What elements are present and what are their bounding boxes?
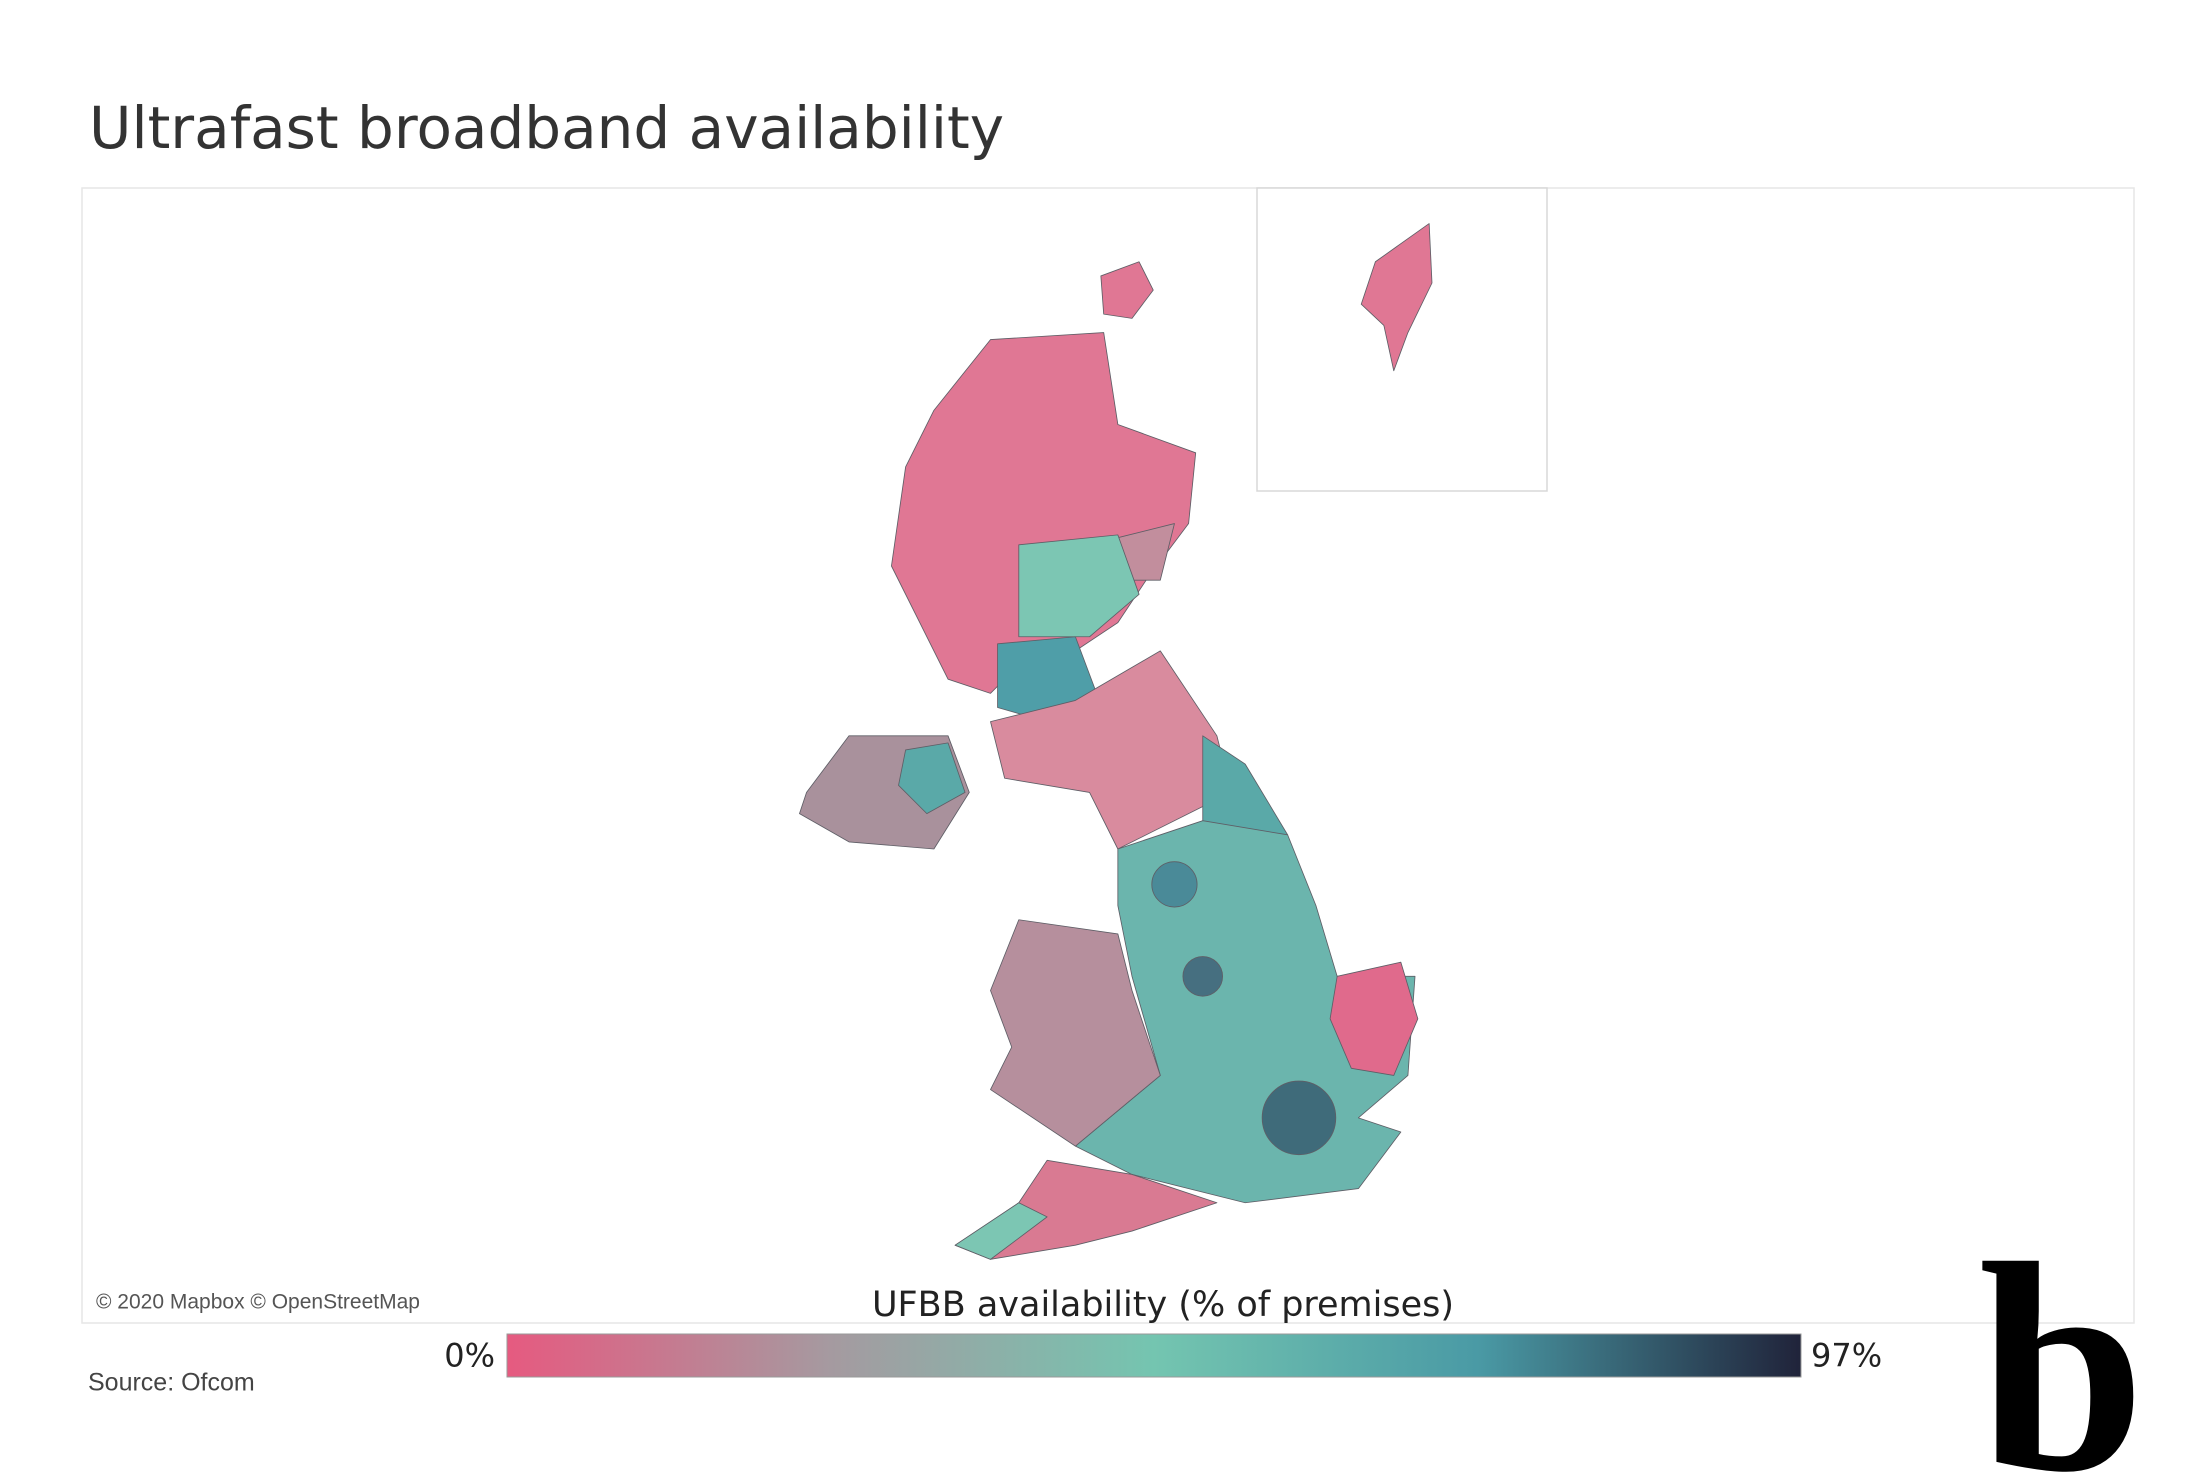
legend-colorbar xyxy=(506,1333,1802,1378)
region-wales xyxy=(990,919,1161,1147)
region-shetland xyxy=(1360,223,1433,372)
legend-title: UFBB availability (% of premises) xyxy=(872,1285,1454,1325)
map xyxy=(799,223,1433,1260)
logo: b xyxy=(1979,1202,2146,1472)
region-orkney xyxy=(1100,261,1154,319)
region-belfast xyxy=(898,742,966,815)
region-london xyxy=(1261,1080,1337,1156)
region-cornwall xyxy=(954,1202,1048,1260)
source-note: Source: Ofcom xyxy=(88,1369,255,1397)
region-central xyxy=(1018,534,1140,638)
region-manchester xyxy=(1151,861,1198,908)
legend-tick-label: 0% xyxy=(444,1337,495,1375)
map-attribution: © 2020 Mapbox © OpenStreetMap xyxy=(96,1291,420,1314)
chart-title: Ultrafast broadband availability xyxy=(89,94,1004,162)
legend-tick-label: 97% xyxy=(1811,1337,1882,1375)
region-birmingham xyxy=(1182,956,1223,997)
region-east-anglia xyxy=(1329,961,1419,1076)
